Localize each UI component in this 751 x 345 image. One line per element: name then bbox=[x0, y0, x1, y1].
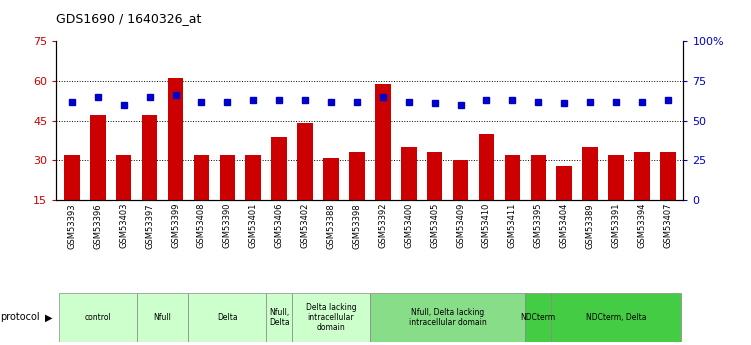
Bar bbox=[271, 137, 287, 200]
Bar bbox=[323, 158, 339, 200]
Bar bbox=[427, 152, 442, 200]
Bar bbox=[453, 160, 469, 200]
Bar bbox=[526, 293, 551, 342]
Text: Delta: Delta bbox=[217, 313, 237, 322]
Text: protocol: protocol bbox=[0, 313, 40, 322]
Bar bbox=[375, 84, 391, 200]
Bar bbox=[582, 147, 598, 200]
Text: Delta lacking
intracellular
domain: Delta lacking intracellular domain bbox=[306, 303, 356, 332]
Bar bbox=[194, 155, 210, 200]
Text: Nfull: Nfull bbox=[154, 313, 171, 322]
Text: NDCterm: NDCterm bbox=[520, 313, 556, 322]
Bar bbox=[219, 155, 235, 200]
Bar bbox=[167, 78, 183, 200]
Text: Nfull, Delta lacking
intracellular domain: Nfull, Delta lacking intracellular domai… bbox=[409, 308, 487, 327]
Bar bbox=[505, 155, 520, 200]
Text: control: control bbox=[84, 313, 111, 322]
Bar bbox=[59, 293, 137, 342]
Bar bbox=[530, 155, 546, 200]
Bar bbox=[142, 116, 158, 200]
Bar bbox=[297, 124, 313, 200]
Bar bbox=[660, 152, 676, 200]
Text: ▶: ▶ bbox=[45, 313, 53, 322]
Bar bbox=[478, 134, 494, 200]
Bar bbox=[551, 293, 681, 342]
Text: Nfull,
Delta: Nfull, Delta bbox=[269, 308, 289, 327]
Bar bbox=[64, 155, 80, 200]
Bar bbox=[401, 147, 417, 200]
Bar bbox=[266, 293, 292, 342]
Bar bbox=[369, 293, 526, 342]
Bar bbox=[634, 152, 650, 200]
Bar bbox=[90, 116, 106, 200]
Text: GDS1690 / 1640326_at: GDS1690 / 1640326_at bbox=[56, 12, 202, 25]
Bar bbox=[116, 155, 131, 200]
Bar bbox=[292, 293, 369, 342]
Bar bbox=[556, 166, 572, 200]
Text: NDCterm, Delta: NDCterm, Delta bbox=[586, 313, 647, 322]
Bar bbox=[349, 152, 365, 200]
Bar bbox=[189, 293, 266, 342]
Bar bbox=[608, 155, 624, 200]
Bar bbox=[137, 293, 189, 342]
Bar bbox=[246, 155, 261, 200]
